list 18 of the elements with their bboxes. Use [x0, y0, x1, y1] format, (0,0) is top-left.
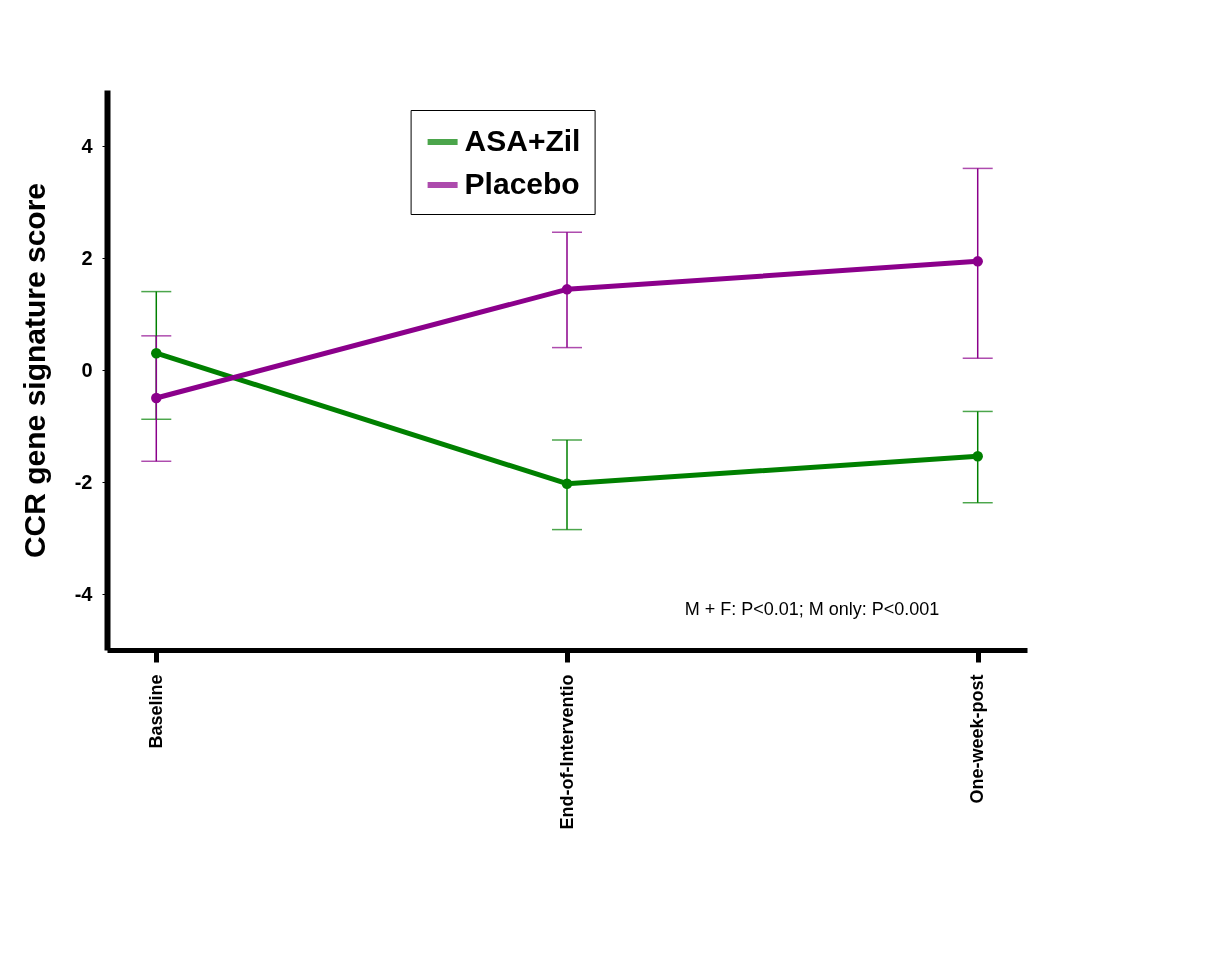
y-tick-label: -2 — [74, 470, 93, 493]
x-tick-label: End-of-Interventio — [556, 674, 577, 830]
point — [972, 451, 983, 462]
legend-label: ASA+Zil — [464, 124, 581, 157]
legend-label: Placebo — [464, 167, 580, 200]
y-tick-label: -4 — [74, 582, 94, 605]
y-tick-label: 2 — [81, 246, 93, 269]
annotation: M + F: P<0.01; M only: P<0.001 — [684, 599, 940, 619]
y-tick-label: 4 — [81, 134, 94, 157]
point — [151, 347, 162, 359]
point — [561, 478, 573, 489]
point — [561, 284, 573, 295]
x-tick-label: One-week-post — [967, 674, 988, 804]
x-tick-label: Baseline — [145, 674, 166, 749]
point — [151, 392, 162, 404]
y-axis-title: CCR gene signature score — [17, 182, 51, 559]
point — [972, 256, 983, 267]
y-tick-label: 0 — [81, 358, 93, 381]
